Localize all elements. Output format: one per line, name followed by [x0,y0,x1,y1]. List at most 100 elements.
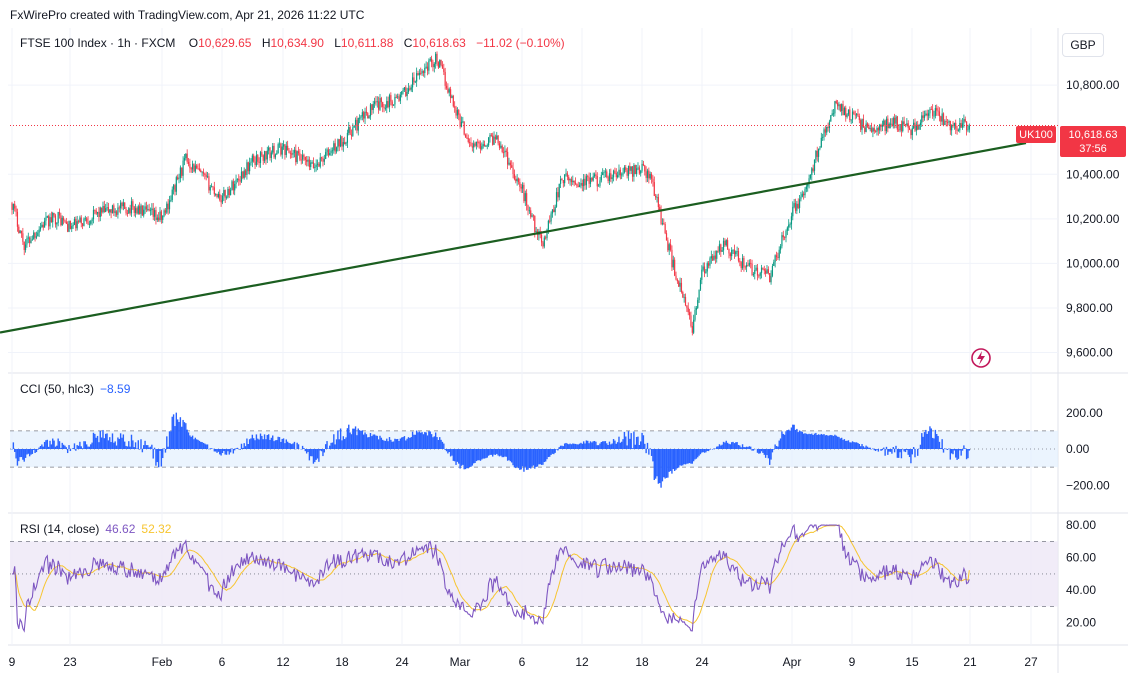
time-tick-label: 15 [905,655,919,669]
cci-bar [58,441,61,449]
time-tick-label: Mar [450,655,471,669]
candle-body [39,227,42,230]
cci-bar [807,434,809,449]
cci-bar [604,441,607,449]
cci-bar [76,445,78,449]
cci-bar [747,446,749,449]
candle-body [504,150,506,153]
candle-body [746,264,748,268]
cci-bar [343,439,346,449]
candle-body [627,166,630,176]
cci-bar [524,449,526,467]
cci-bar [588,443,590,449]
cci-bar [171,416,173,449]
cci-bar [508,449,510,461]
candle-body [550,213,552,222]
candle-body [808,178,810,185]
cci-bar [353,428,355,449]
cci-bar [181,426,183,449]
cci-bar [952,449,954,455]
cci-bar [259,433,262,449]
cci-bar [467,449,469,469]
candle-body [337,139,339,148]
candle-body [816,150,818,157]
candle-body [216,194,218,198]
cci-bar [436,437,438,449]
candle-body [115,211,118,215]
cci-bar [967,449,969,459]
candle-body [312,162,315,168]
cci-bar [75,449,77,451]
cci-bar [562,446,565,449]
candle-body [190,168,192,170]
cci-bar [284,443,286,449]
cci-bar [581,443,584,449]
candle-body [456,110,458,116]
candle-body [145,206,148,210]
rsi-label[interactable]: RSI (14, close) [20,522,100,536]
cci-bar [339,428,342,449]
cci-bar [324,444,327,449]
candle-body [378,101,380,110]
candle-body [782,235,784,238]
cci-bar [950,449,953,454]
candle-body [122,202,124,207]
candle-body [22,233,24,242]
candle-body [364,111,366,119]
candle-body [967,129,969,131]
candle-body [595,174,597,176]
cci-bar [763,449,765,455]
cci-bar [330,442,332,449]
candle-body [725,240,727,246]
candle-body [884,120,886,132]
currency-button[interactable]: GBP [1062,33,1104,57]
rsi-tick-label: 20.00 [1066,616,1096,630]
cci-label[interactable]: CCI (50, hlc3) [20,382,95,396]
candle-body [815,150,817,160]
candle-body [325,152,327,159]
candle-body [171,189,173,201]
cci-bar [22,449,24,460]
cci-bar [153,447,156,449]
candle-body [132,201,134,207]
candle-body [660,210,662,224]
candle-body [748,262,750,266]
cci-bar [855,442,858,449]
cci-bar [289,443,292,449]
cci-bar [463,449,465,470]
symbol-title[interactable]: FTSE 100 Index · 1h · FXCM [20,36,176,50]
cci-bar [459,449,461,469]
candle-body [599,180,601,186]
candle-body [850,119,852,121]
cci-bar [122,434,125,449]
candle-body [879,124,881,131]
candle-body [894,117,896,124]
cci-bar [103,438,106,449]
cci-bar [444,449,446,450]
candle-body [375,101,377,103]
cci-bar [77,445,80,449]
candle-body [110,209,112,213]
cci-legend: CCI (50, hlc3) −8.59 [20,382,130,396]
cci-bar [292,443,294,449]
cci-bar [52,438,54,449]
cci-bar [104,433,107,449]
candle-body [545,237,547,239]
candle-body [507,151,509,165]
cci-bar [371,436,373,449]
candle-body [803,193,805,196]
candle-body [128,208,130,214]
cci-bar [616,442,619,449]
flash-icon[interactable] [970,347,992,369]
cci-bar [47,446,50,449]
cci-bar [862,446,865,449]
cci-bar [338,439,340,449]
candle-body [521,184,524,189]
cci-bar [838,436,840,449]
candle-body [819,147,821,149]
cci-bar [170,431,172,449]
cci-bar [824,435,827,449]
cci-bar [778,440,780,449]
candle-body [966,121,968,131]
candle-body [129,208,131,214]
